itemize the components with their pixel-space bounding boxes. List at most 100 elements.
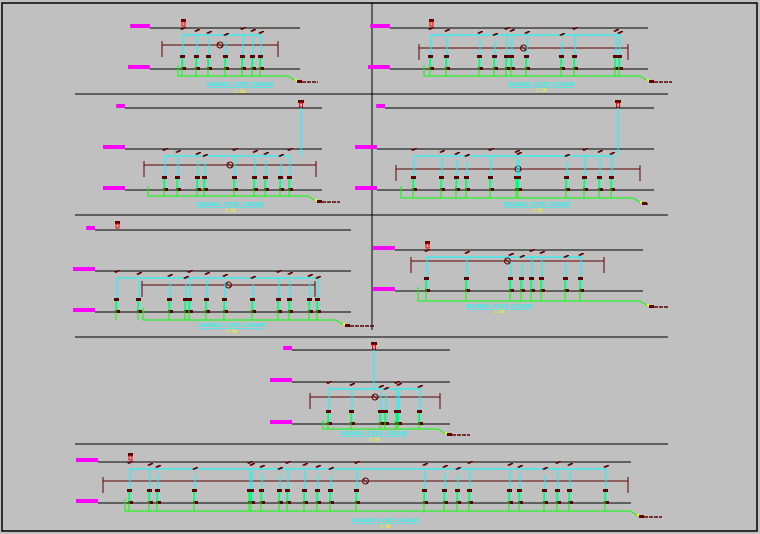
level-label: ROOF SLAB [130, 24, 146, 28]
drain-trap-icon [573, 67, 578, 70]
riser-diagram-p3[interactable]: ROOF FIRST SLAB GROUND SLAB DRAINAGE RISER … [103, 100, 340, 214]
drain-trap-icon [509, 289, 514, 292]
level-label-block [86, 226, 95, 230]
pipe-fitting-icon [559, 33, 565, 36]
cleanout-icon [295, 79, 297, 81]
outlet-fitting-icon [649, 305, 654, 308]
drain-trap-icon [556, 501, 561, 504]
pipe-fitting-icon [529, 249, 535, 252]
sanitary-fixture-icon [564, 176, 569, 179]
pipe-fitting-icon [287, 272, 293, 275]
sanitary-fixture-icon [455, 489, 460, 492]
vent-cap-icon [371, 342, 377, 345]
drain-trap-icon [163, 188, 168, 191]
vent-cap-icon [181, 19, 186, 22]
sanitary-fixture-icon [307, 298, 312, 301]
vent-cap-icon [115, 221, 120, 224]
drain-trap-icon [508, 501, 513, 504]
sanitary-fixture-icon [563, 277, 568, 280]
diagram-title: DRAINAGE RISER DIAGRAM [341, 431, 407, 437]
pipe-fitting-icon [442, 465, 448, 468]
sanitary-fixture-icon [477, 55, 482, 58]
sanitary-fixture-icon [354, 489, 359, 492]
drain-trap-icon [115, 310, 120, 313]
drain-trap-icon [465, 188, 470, 191]
cleanout-icon [640, 201, 642, 203]
level-label: ROOF SLAB [370, 24, 386, 28]
pipe-fitting-icon [563, 255, 569, 258]
pipe-fitting-icon [564, 154, 570, 157]
drain-trap-icon [203, 188, 208, 191]
level-label-block [270, 420, 292, 424]
pipe-fitting-icon [328, 467, 334, 470]
level-label-block [76, 499, 98, 503]
pipe-fitting-icon [307, 274, 313, 277]
drain-trap-icon [278, 501, 283, 504]
vent-cap-icon [298, 100, 304, 103]
drain-trap-icon [193, 501, 198, 504]
sanitary-fixture-icon [192, 489, 197, 492]
riser-diagram-p7[interactable]: ROOF FIRST SLAB GROUND SLAB DRAINAGE RISER … [270, 342, 470, 443]
level-label: FIRST SLAB [270, 378, 288, 382]
drain-trap-icon [277, 310, 282, 313]
drain-trap-icon [520, 289, 525, 292]
vent-cap-icon [299, 102, 303, 108]
level-label: GROUND SLAB [76, 499, 96, 503]
pipe-fitting-icon [394, 381, 400, 384]
drain-trap-icon [329, 501, 334, 504]
riser-diagram-p6[interactable]: FIRST SLAB GROUND SLAB DRAINAGE RISER DIAG… [373, 241, 668, 315]
riser-diagram-p4[interactable]: ROOF FIRST SLAB GROUND SLAB DRAINAGE RISER … [355, 100, 654, 214]
sanitary-fixture-icon [559, 55, 564, 58]
sanitary-fixture-icon [467, 489, 472, 492]
sanitary-fixture-icon [162, 176, 167, 179]
diagram-title: DRAINAGE RISER DIAGRAM [197, 202, 263, 208]
pipe-fitting-icon [223, 33, 229, 36]
level-label-block [73, 267, 95, 271]
sanitary-fixture-icon [252, 176, 257, 179]
sanitary-fixture-icon [464, 277, 469, 280]
diagram-scale: 1:50 [225, 208, 236, 214]
drain-trap-icon [241, 67, 246, 70]
pipe-fitting-icon [504, 27, 510, 30]
vent-cap-icon [425, 241, 430, 244]
riser-diagram-panels: ROOF SLAB GROUND SLAB DRAINAGE RISER DIAGR… [73, 19, 672, 530]
sanitary-fixture-icon [258, 55, 263, 58]
main-drain-pipe [322, 420, 447, 435]
pipe-fitting-icon [180, 27, 186, 30]
riser-diagram-p2[interactable]: ROOF SLAB GROUND SLAB DRAINAGE RISER DIAGR… [368, 19, 672, 94]
main-drain-pipe [147, 186, 317, 202]
drain-trap-icon [224, 67, 229, 70]
drain-trap-icon [279, 188, 284, 191]
pipe-fitting-icon [249, 463, 255, 466]
riser-diagram-p5[interactable]: ROOF FIRST SLAB GROUND SLAB DRAINAGE RISER … [73, 221, 375, 335]
drain-trap-icon [583, 188, 588, 191]
sanitary-fixture-icon [349, 410, 354, 413]
drain-trap-icon [350, 422, 355, 425]
drain-trap-icon [259, 67, 264, 70]
drain-trap-icon [517, 188, 522, 191]
sanitary-fixture-icon [582, 176, 587, 179]
diagram-title: DRAINAGE RISER DIAGRAM [199, 323, 265, 329]
pipe-fitting-icon [455, 467, 461, 470]
sanitary-fixture-icon [167, 298, 172, 301]
sanitary-fixture-icon [240, 55, 245, 58]
sanitary-fixture-icon [488, 176, 493, 179]
sanitary-fixture-icon [250, 298, 255, 301]
riser-diagram-p8[interactable]: FIRST SLAB GROUND SLAB DRAINAGE RISER DIAG… [76, 453, 662, 530]
pipe-fitting-icon [162, 148, 168, 151]
pipe-fitting-icon [278, 154, 284, 157]
sanitary-fixture-icon [492, 55, 497, 58]
riser-diagram-p1[interactable]: ROOF SLAB GROUND SLAB DRAINAGE RISER DIAGR… [128, 19, 318, 95]
pipe-fitting-icon [613, 29, 619, 32]
cleanout-icon [647, 304, 649, 306]
level-label-block [103, 186, 125, 190]
outlet-fitting-icon [642, 202, 647, 205]
sanitary-fixture-icon [603, 489, 608, 492]
sanitary-fixture-icon [442, 489, 447, 492]
sanitary-fixture-icon [508, 277, 513, 280]
panel-separators [75, 3, 668, 445]
level-label-block [283, 346, 292, 350]
pipe-fitting-icon [508, 253, 514, 256]
